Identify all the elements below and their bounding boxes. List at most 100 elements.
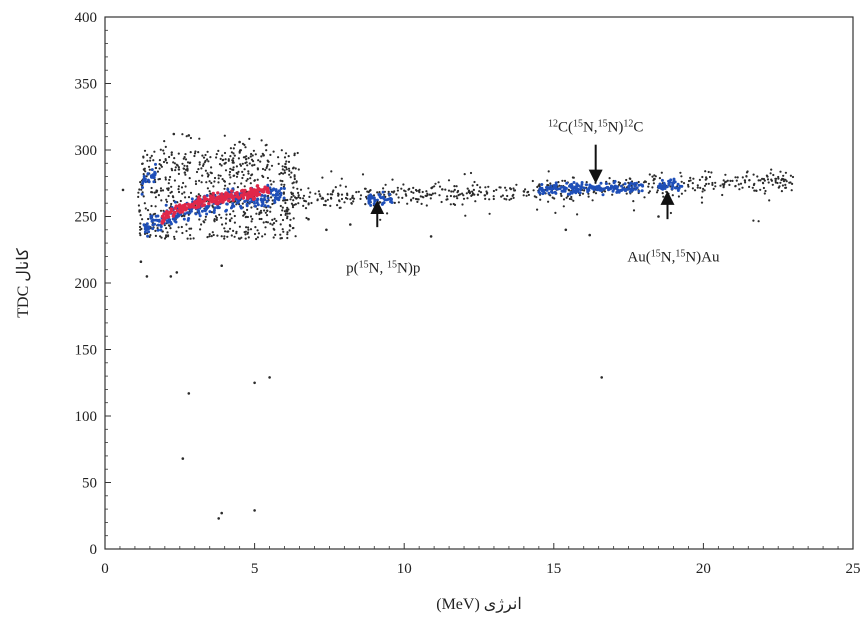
data-point <box>281 206 284 209</box>
data-point <box>680 175 683 178</box>
data-point <box>689 179 692 182</box>
data-point <box>286 215 289 218</box>
data-point <box>503 197 506 200</box>
data-point <box>763 179 766 182</box>
data-point <box>232 174 235 177</box>
data-point <box>431 186 434 189</box>
data-point <box>285 168 288 171</box>
data-point <box>452 202 455 206</box>
data-point <box>204 215 207 218</box>
data-point <box>138 232 141 235</box>
data-point <box>169 207 173 211</box>
data-point <box>452 190 455 193</box>
data-point <box>249 194 253 198</box>
data-point <box>319 195 322 198</box>
data-point <box>336 204 339 207</box>
data-point <box>165 200 169 203</box>
data-point <box>680 192 684 195</box>
data-point <box>648 173 651 176</box>
data-point <box>183 171 186 174</box>
data-point <box>779 181 782 184</box>
data-point <box>265 149 268 152</box>
data-point <box>173 200 177 204</box>
data-point <box>278 195 282 199</box>
data-point <box>138 225 142 229</box>
data-point <box>692 177 695 180</box>
data-point <box>651 186 654 189</box>
data-point <box>236 186 239 189</box>
data-point <box>462 194 465 197</box>
data-point <box>457 189 460 193</box>
data-point <box>212 233 215 237</box>
data-point <box>296 187 299 190</box>
data-point <box>160 236 163 239</box>
data-point <box>612 181 616 185</box>
data-point <box>144 170 147 173</box>
data-point <box>378 191 381 194</box>
data-point <box>186 218 190 222</box>
data-point <box>254 226 257 229</box>
data-point <box>764 189 767 193</box>
data-point <box>224 191 228 195</box>
data-point <box>752 173 755 176</box>
data-point <box>721 193 724 197</box>
data-point <box>138 209 141 212</box>
data-point <box>139 181 142 184</box>
data-point <box>780 178 783 182</box>
data-point <box>137 195 140 198</box>
data-point <box>223 227 226 230</box>
data-point <box>450 190 453 193</box>
data-point <box>152 159 155 162</box>
data-point <box>164 178 167 181</box>
data-point <box>160 214 165 219</box>
data-point <box>330 197 333 200</box>
data-point <box>291 206 295 209</box>
data-point <box>153 171 157 175</box>
data-point <box>231 198 235 202</box>
data-point <box>143 202 146 205</box>
data-point <box>212 199 216 203</box>
data-point <box>266 221 269 224</box>
data-point <box>262 187 267 191</box>
data-point <box>243 143 246 146</box>
data-point <box>680 184 684 188</box>
data-point <box>247 157 250 160</box>
data-point <box>189 151 192 154</box>
data-point <box>652 182 656 185</box>
data-point <box>219 194 224 199</box>
data-point <box>429 197 432 200</box>
data-point <box>714 185 717 188</box>
data-point <box>752 219 755 222</box>
data-point <box>223 151 227 155</box>
data-point <box>203 195 207 199</box>
data-point <box>246 208 249 211</box>
data-point <box>267 160 270 163</box>
data-point <box>232 157 235 160</box>
data-point <box>160 199 163 202</box>
data-point <box>156 223 160 227</box>
data-point <box>608 187 612 191</box>
data-point <box>184 168 188 171</box>
data-point <box>324 204 327 207</box>
data-point <box>207 160 210 163</box>
data-point <box>533 195 536 198</box>
data-point <box>249 182 252 185</box>
data-point <box>198 218 201 221</box>
data-point <box>522 190 525 193</box>
data-point <box>287 160 291 163</box>
data-point <box>286 236 289 240</box>
data-point <box>150 204 153 208</box>
data-point <box>581 192 585 195</box>
data-point <box>216 234 219 237</box>
data-point <box>431 192 434 195</box>
data-point <box>393 201 396 204</box>
data-point <box>425 190 428 193</box>
data-point <box>223 179 226 182</box>
data-point <box>609 184 613 188</box>
data-point <box>693 189 697 192</box>
data-point <box>221 178 224 181</box>
data-point <box>253 232 257 236</box>
data-point <box>272 227 275 230</box>
data-point <box>434 192 437 195</box>
data-point <box>700 196 704 199</box>
